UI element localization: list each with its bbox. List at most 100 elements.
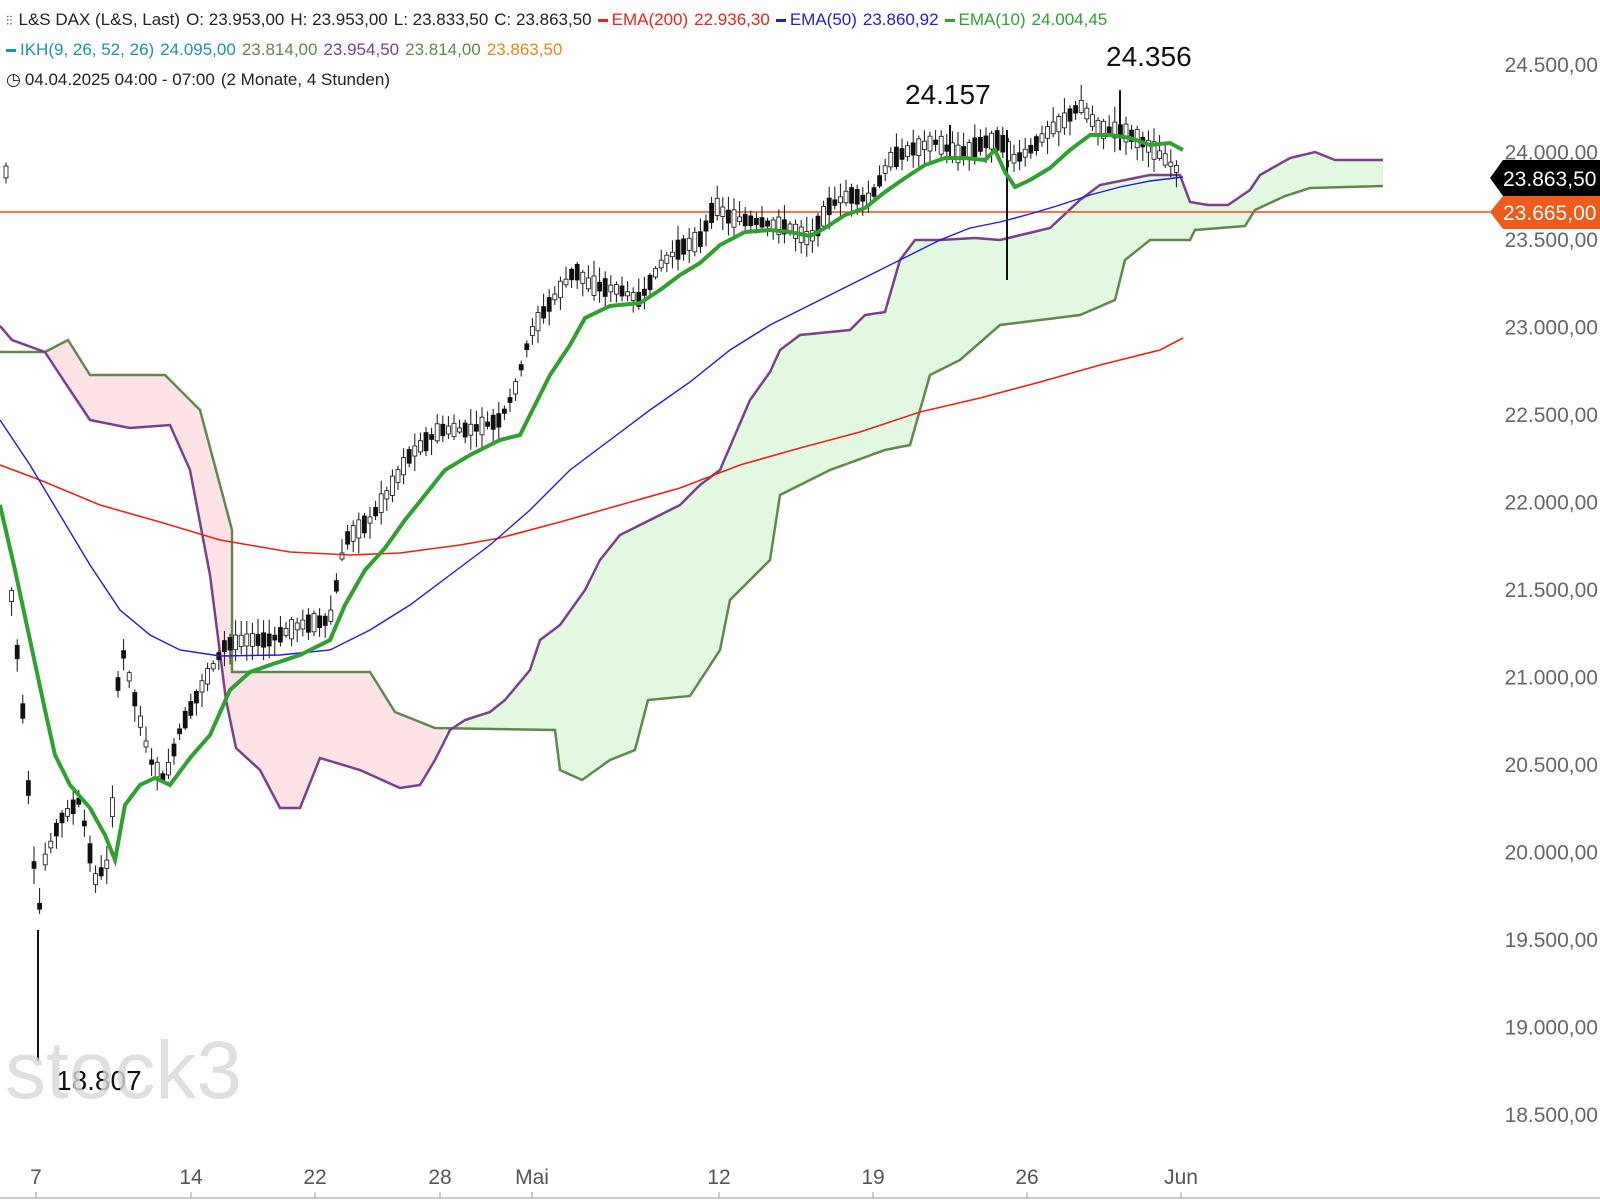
ichimoku-senkou-b bbox=[0, 184, 1384, 782]
candle-bullish bbox=[1078, 99, 1084, 114]
candle-bearish bbox=[899, 148, 905, 160]
candle-bullish bbox=[905, 145, 910, 158]
candle-bullish bbox=[653, 267, 658, 278]
candle-bearish bbox=[272, 634, 278, 641]
clock-icon: ◷ bbox=[6, 70, 21, 89]
candle-bearish bbox=[171, 743, 177, 757]
candle-bearish bbox=[541, 306, 546, 319]
candle-bearish bbox=[1000, 135, 1006, 153]
candle-bearish bbox=[944, 144, 950, 152]
candle-bearish bbox=[569, 268, 574, 281]
high-value: H: 23.953,00 bbox=[290, 10, 388, 29]
candle-bullish bbox=[165, 761, 171, 776]
y-tick-label: 20.500,00 bbox=[1505, 754, 1598, 777]
candle-bullish bbox=[42, 853, 48, 866]
candle-bullish bbox=[401, 457, 407, 476]
candle-bearish bbox=[87, 843, 93, 864]
candle-bullish bbox=[417, 440, 423, 453]
candle-bearish bbox=[440, 423, 446, 437]
candle-bearish bbox=[647, 274, 653, 291]
ichimoku-cloud-bullish bbox=[445, 152, 1383, 780]
candle-bearish bbox=[1028, 144, 1034, 154]
candle-bullish bbox=[350, 525, 356, 542]
candle-bearish bbox=[754, 217, 759, 226]
ema50-label[interactable]: EMA(50) bbox=[789, 10, 857, 29]
candle-bullish bbox=[552, 293, 558, 301]
candle-bullish bbox=[479, 416, 485, 436]
last-price-tag: 23.863,50 bbox=[1490, 160, 1600, 196]
candle-bearish bbox=[815, 215, 821, 237]
candle-bullish bbox=[530, 326, 535, 336]
candle-bearish bbox=[1034, 136, 1039, 151]
candle-bullish bbox=[1112, 121, 1118, 139]
candle-bullish bbox=[451, 422, 457, 438]
ema10-label[interactable]: EMA(10) bbox=[958, 10, 1026, 29]
candle-bullish bbox=[938, 135, 944, 155]
candle-bearish bbox=[910, 142, 916, 156]
candle-bullish bbox=[283, 627, 289, 637]
candle-bullish bbox=[384, 490, 390, 500]
candle-bearish bbox=[132, 692, 138, 707]
candle-bullish bbox=[776, 216, 782, 235]
candle-bullish bbox=[143, 740, 149, 748]
ikh-label[interactable]: IKH(9, 26, 52, 26) bbox=[20, 40, 155, 59]
candle-bullish bbox=[955, 144, 961, 164]
ema10-value: 24.004,45 bbox=[1031, 10, 1108, 29]
chart-legend-line-3: ◷ 04.04.2025 04:00 - 07:00 (2 Monate, 4 St… bbox=[6, 70, 396, 90]
candle-bearish bbox=[972, 137, 978, 158]
candle-bearish bbox=[1067, 108, 1073, 122]
candle-bearish bbox=[826, 197, 832, 216]
candle-bearish bbox=[345, 531, 351, 545]
x-tick-label: 19 bbox=[861, 1166, 884, 1189]
candle-bullish bbox=[731, 209, 737, 228]
support-price-tag: 23.665,00 bbox=[1490, 196, 1600, 229]
candle-bearish bbox=[177, 728, 183, 735]
candle-bearish bbox=[20, 703, 26, 719]
watermark-logo: stock3 bbox=[5, 1025, 242, 1116]
candle-bullish bbox=[1039, 133, 1045, 143]
ichimoku-senkou-a bbox=[0, 150, 1383, 810]
y-tick-label: 23.500,00 bbox=[1505, 229, 1598, 252]
candle-bullish bbox=[692, 231, 698, 253]
candle-bearish bbox=[261, 632, 267, 648]
candle-bearish bbox=[490, 414, 496, 430]
candle-bearish bbox=[546, 297, 552, 312]
candle-bullish bbox=[821, 205, 826, 227]
y-tick-label: 19.500,00 bbox=[1505, 929, 1598, 952]
candle-bullish bbox=[311, 613, 317, 633]
candle-bearish bbox=[227, 637, 233, 651]
x-axis[interactable]: 7 14 22 28 Mai 12 19 26 Jun bbox=[30, 1166, 1198, 1198]
candle-bullish bbox=[93, 873, 98, 886]
ema200-label[interactable]: EMA(200) bbox=[611, 10, 689, 29]
candle-bullish bbox=[1174, 165, 1179, 173]
candle-bearish bbox=[619, 285, 625, 297]
y-axis[interactable]: 24.500,00 24.000,00 23.500,00 23.000,00 22.5… bbox=[1505, 54, 1598, 1127]
candle-bearish bbox=[473, 424, 479, 432]
x-tick-label: 26 bbox=[1015, 1166, 1038, 1189]
candle-bullish bbox=[1157, 150, 1162, 159]
candle-bearish bbox=[14, 644, 20, 660]
candle-bullish bbox=[294, 622, 300, 631]
candle-bearish bbox=[877, 175, 882, 187]
peak-label-2: 24.356 bbox=[1106, 41, 1192, 72]
candle-bearish bbox=[429, 434, 435, 440]
x-tick-label: 7 bbox=[30, 1166, 42, 1189]
open-value: O: 23.953,00 bbox=[186, 10, 285, 29]
candle-bullish bbox=[1123, 123, 1129, 143]
candle-bearish bbox=[333, 580, 339, 592]
candle-bearish bbox=[54, 822, 59, 837]
ikh-value-3: 23.954,50 bbox=[323, 40, 400, 59]
candle-bearish bbox=[193, 690, 199, 704]
candle-bullish bbox=[126, 672, 132, 682]
candle-bearish bbox=[277, 627, 283, 643]
candle-bearish bbox=[98, 867, 104, 877]
ema200-line bbox=[0, 337, 1184, 556]
x-tick-label: 28 bbox=[428, 1166, 451, 1189]
candle-bearish bbox=[462, 422, 468, 438]
ema50-swatch bbox=[775, 19, 786, 23]
candle-bullish bbox=[412, 445, 418, 457]
y-tick-label: 24.000,00 bbox=[1505, 142, 1598, 165]
candle-bullish bbox=[1151, 141, 1157, 160]
chart-legend-line-1: ⫶⫶ L&S DAX (L&S, Last) O: 23.953,00 H: 23.9… bbox=[6, 10, 1113, 30]
